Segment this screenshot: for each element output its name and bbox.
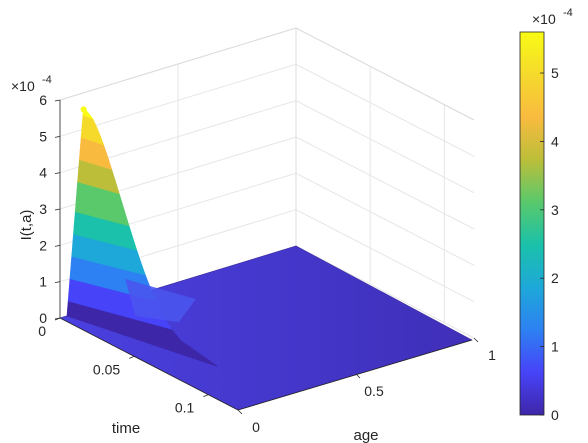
colorbar-tick-label-4: 4 (551, 133, 559, 149)
z-tick-label-6: 6 (39, 92, 47, 108)
z-tick-label-0: 0 (39, 310, 47, 326)
z-axis: 0 1 2 3 4 5 6 (39, 92, 61, 326)
y-tick-mark-1 (129, 355, 135, 359)
y-tick-mark-2 (203, 394, 209, 398)
y-tick-label-0: 0 (38, 323, 46, 339)
z-tick-mark-2 (54, 244, 61, 247)
x-axis: 00.51 (237, 337, 496, 435)
x-tick-mark-2 (473, 337, 479, 343)
colorbar-tick-label-2: 2 (551, 270, 559, 286)
x-tick-mark-0 (237, 409, 243, 415)
x-axis-label: age (353, 427, 378, 443)
z-tick-mark-6 (54, 99, 61, 102)
z-exponent: ×10 -4 (11, 74, 52, 94)
z-tick-mark-4 (54, 172, 61, 175)
x-tick-mark-1 (355, 373, 361, 379)
colorbar-ticks: 0 1 2 3 4 5 (540, 65, 559, 423)
z-tick-label-4: 4 (39, 165, 47, 181)
x-tick-label-1: 0.5 (364, 383, 384, 399)
peak-tail (125, 278, 196, 323)
colorbar-tick-label-3: 3 (551, 202, 559, 218)
z-axis-label: I(t,a) (18, 210, 35, 241)
colorbar-tick-label-5: 5 (551, 65, 559, 81)
y-tick-label-1: 0.05 (93, 361, 120, 377)
z-tick-mark-1 (54, 281, 61, 284)
z-tick-label-2: 2 (39, 237, 47, 253)
z-exponent-base: ×10 (11, 78, 35, 94)
z-tick-label-5: 5 (39, 128, 47, 144)
y-tick-label-2: 0.1 (175, 400, 195, 416)
colorbar-tick-label-0: 0 (551, 407, 559, 423)
y-tick-mark-0 (54, 317, 61, 321)
colorbar-exponent-base: ×10 (532, 11, 556, 27)
z-tick-label-3: 3 (39, 201, 47, 217)
z-exponent-power: -4 (42, 74, 52, 86)
z-tick-mark-5 (54, 135, 61, 138)
colorbar: 0 1 2 3 4 5 ×10 -4 (519, 7, 573, 423)
y-axis: 0 0.05 0.1 (38, 317, 239, 416)
x-tick-label-2: 1 (488, 347, 496, 363)
colorbar-exponent-power: -4 (563, 7, 573, 19)
x-tick-label-0: 0 (252, 419, 260, 435)
surface-peak (66, 106, 218, 367)
peak-cap (80, 106, 87, 113)
colorbar-tick-label-1: 1 (551, 339, 559, 355)
x-axis-line (237, 339, 473, 411)
z-tick-label-1: 1 (39, 274, 47, 290)
z-tick-mark-3 (54, 208, 61, 211)
colorbar-bar (519, 31, 545, 416)
y-axis-label: time (112, 420, 140, 437)
back-wall-right (296, 28, 472, 340)
